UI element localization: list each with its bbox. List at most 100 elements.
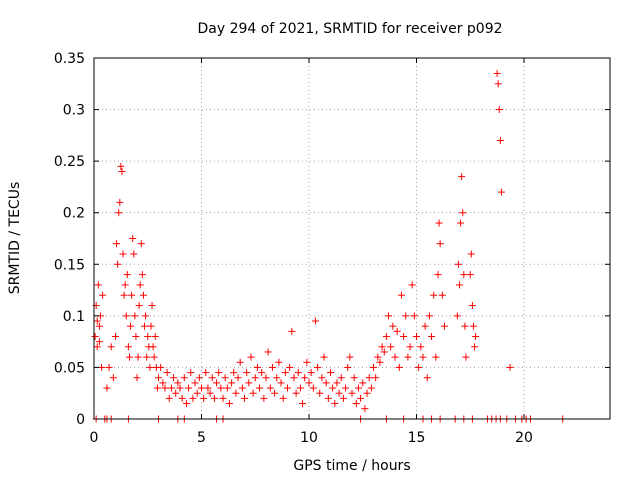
data-point: [230, 369, 238, 377]
data-point: [434, 271, 442, 279]
y-tick-label: 0: [76, 412, 85, 428]
data-point: [121, 281, 129, 289]
data-point: [191, 379, 199, 387]
x-tick-label: 10: [300, 430, 318, 446]
y-tick-label: 0.3: [63, 103, 85, 119]
data-point: [385, 312, 393, 320]
data-point: [495, 106, 503, 114]
data-point: [440, 322, 448, 330]
data-point: [243, 369, 251, 377]
data-point: [161, 384, 169, 392]
data-point: [95, 322, 103, 330]
data-point: [129, 235, 137, 242]
data-point: [221, 374, 229, 382]
data-point: [113, 240, 121, 248]
data-point: [438, 291, 446, 299]
data-point: [436, 240, 444, 248]
data-point: [206, 389, 214, 397]
data-point: [105, 363, 113, 371]
data-point: [342, 384, 350, 392]
data-point: [133, 374, 141, 382]
data-point: [236, 358, 244, 366]
data-point: [397, 291, 405, 299]
data-point: [453, 312, 461, 320]
data-point: [461, 322, 469, 330]
data-point: [344, 363, 352, 371]
data-point: [266, 384, 274, 392]
data-point: [456, 281, 463, 289]
data-point: [468, 302, 476, 310]
data-point: [258, 369, 266, 377]
data-point: [260, 394, 268, 402]
data-point: [130, 250, 138, 258]
data-point: [296, 384, 304, 392]
x-tick-label: 15: [408, 430, 426, 446]
data-point: [170, 374, 178, 382]
data-point: [415, 363, 423, 371]
data-point: [457, 219, 465, 227]
data-point: [141, 322, 149, 330]
y-tick-label: 0.2: [63, 206, 85, 222]
data-point: [147, 322, 155, 330]
data-point: [125, 353, 133, 361]
data-point: [318, 374, 326, 382]
data-point: [107, 343, 115, 351]
data-point: [195, 374, 203, 382]
data-point: [324, 394, 332, 402]
data-point: [127, 322, 135, 330]
data-point: [124, 343, 132, 351]
data-point: [435, 219, 443, 227]
data-point: [144, 332, 152, 340]
data-point: [279, 394, 287, 402]
data-point: [419, 353, 427, 361]
data-point: [176, 384, 184, 392]
data-point: [380, 348, 388, 356]
data-point: [213, 379, 221, 387]
data-point: [425, 312, 433, 320]
data-point: [311, 317, 319, 325]
data-point: [256, 384, 264, 392]
data-point: [462, 353, 470, 361]
data-point: [395, 363, 403, 371]
data-point: [273, 374, 281, 382]
data-point: [329, 384, 337, 392]
data-point: [335, 389, 343, 397]
data-point: [374, 353, 382, 361]
data-point: [299, 400, 307, 408]
data-point: [247, 353, 255, 361]
data-point: [103, 384, 111, 392]
data-point: [132, 332, 140, 340]
data-point: [428, 332, 436, 340]
data-point: [157, 363, 165, 371]
data-point: [370, 363, 377, 371]
data-point: [421, 322, 429, 330]
data-point: [348, 389, 356, 397]
data-point: [245, 379, 253, 387]
data-point: [493, 69, 501, 77]
data-point: [115, 209, 123, 217]
x-tick-label: 5: [197, 430, 206, 446]
x-tick-label: 20: [515, 430, 533, 446]
data-point: [172, 389, 180, 397]
data-point: [159, 379, 167, 387]
data-point: [128, 291, 136, 299]
y-tick-label: 0.1: [63, 309, 85, 325]
data-point: [187, 369, 195, 377]
data-point: [93, 343, 101, 351]
data-point: [372, 374, 380, 382]
data-point: [365, 374, 373, 382]
data-point: [134, 353, 142, 361]
data-point: [117, 162, 125, 170]
data-point: [232, 389, 240, 397]
data-point: [155, 374, 162, 382]
data-point: [471, 343, 479, 351]
chart-title: Day 294 of 2021, SRMTID for receiver p09…: [197, 21, 502, 37]
data-point: [284, 384, 291, 392]
data-point: [118, 167, 126, 175]
data-point: [99, 291, 107, 299]
data-point: [346, 353, 354, 361]
data-point: [153, 384, 161, 392]
data-point: [119, 250, 127, 258]
data-point: [305, 379, 313, 387]
data-point: [337, 374, 345, 382]
